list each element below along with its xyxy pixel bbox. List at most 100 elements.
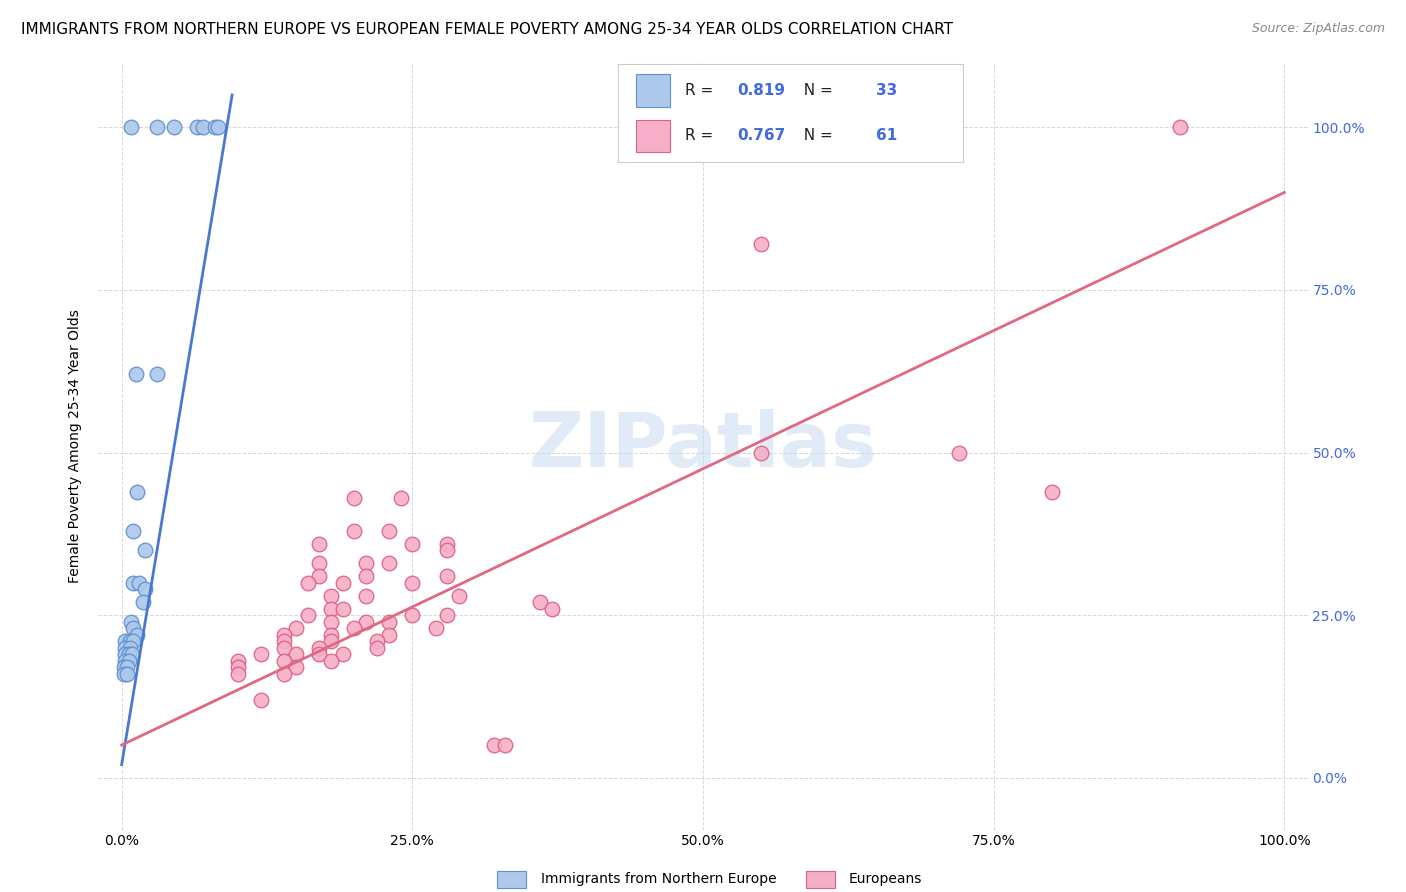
Point: [425, 621, 447, 635]
Point: [117, 660, 139, 674]
Point: [319, 589, 342, 603]
Point: [1040, 484, 1063, 499]
Point: [207, 120, 229, 135]
Point: [122, 621, 145, 635]
Text: R =: R =: [685, 128, 718, 144]
Point: [308, 640, 330, 655]
Point: [354, 569, 377, 583]
Text: N =: N =: [794, 128, 838, 144]
Point: [118, 640, 141, 655]
Point: [436, 569, 458, 583]
Point: [948, 445, 970, 459]
Point: [749, 445, 772, 459]
Point: [297, 575, 319, 590]
Point: [204, 120, 226, 135]
Point: [749, 237, 772, 252]
Point: [343, 621, 366, 635]
Point: [226, 654, 249, 668]
Point: [319, 634, 342, 648]
Point: [343, 524, 366, 538]
Text: Europeans: Europeans: [849, 872, 922, 887]
Point: [118, 654, 141, 668]
Point: [250, 647, 273, 661]
Point: [494, 738, 516, 752]
Point: [273, 640, 295, 655]
Point: [122, 634, 145, 648]
Point: [120, 120, 142, 135]
Point: [378, 524, 401, 538]
Point: [319, 601, 342, 615]
Point: [308, 536, 330, 550]
Point: [540, 601, 562, 615]
FancyBboxPatch shape: [619, 64, 963, 162]
Point: [112, 660, 135, 674]
Point: [354, 556, 377, 570]
Point: [308, 647, 330, 661]
FancyBboxPatch shape: [637, 74, 671, 106]
Point: [332, 575, 354, 590]
Text: 33: 33: [876, 83, 897, 98]
Point: [319, 627, 342, 641]
Point: [121, 647, 143, 661]
Text: IMMIGRANTS FROM NORTHERN EUROPE VS EUROPEAN FEMALE POVERTY AMONG 25-34 YEAR OLDS: IMMIGRANTS FROM NORTHERN EUROPE VS EUROP…: [21, 22, 953, 37]
Point: [1168, 120, 1191, 135]
Point: [378, 627, 401, 641]
Point: [529, 595, 551, 609]
Text: ZIPatlas: ZIPatlas: [529, 409, 877, 483]
Point: [436, 543, 458, 558]
Point: [120, 615, 142, 629]
Point: [118, 634, 141, 648]
Text: 0.767: 0.767: [737, 128, 785, 144]
Text: 61: 61: [876, 128, 897, 144]
Point: [273, 654, 295, 668]
Point: [122, 575, 145, 590]
Point: [114, 654, 136, 668]
Point: [319, 615, 342, 629]
FancyBboxPatch shape: [637, 120, 671, 152]
Text: R =: R =: [685, 83, 718, 98]
Point: [145, 368, 167, 382]
Point: [134, 582, 156, 596]
Point: [250, 692, 273, 706]
Point: [319, 654, 342, 668]
Point: [285, 621, 308, 635]
Point: [112, 666, 135, 681]
Point: [447, 589, 470, 603]
Point: [366, 640, 388, 655]
Point: [354, 615, 377, 629]
Point: [131, 595, 153, 609]
Point: [273, 666, 295, 681]
Point: [332, 647, 354, 661]
Point: [366, 634, 388, 648]
Point: [436, 607, 458, 622]
Point: [401, 607, 423, 622]
Y-axis label: Female Poverty Among 25-34 Year Olds: Female Poverty Among 25-34 Year Olds: [69, 309, 83, 583]
Point: [226, 666, 249, 681]
Point: [343, 491, 366, 505]
Point: [145, 120, 167, 135]
Point: [354, 589, 377, 603]
Point: [401, 536, 423, 550]
Point: [332, 601, 354, 615]
Point: [378, 615, 401, 629]
Text: N =: N =: [794, 83, 838, 98]
Point: [308, 569, 330, 583]
Point: [117, 666, 139, 681]
Point: [186, 120, 208, 135]
Point: [163, 120, 186, 135]
Point: [122, 524, 145, 538]
Point: [226, 660, 249, 674]
Text: Immigrants from Northern Europe: Immigrants from Northern Europe: [541, 872, 776, 887]
Point: [114, 647, 136, 661]
Text: 0.819: 0.819: [737, 83, 785, 98]
Point: [297, 607, 319, 622]
Point: [128, 575, 150, 590]
Point: [273, 634, 295, 648]
Point: [118, 647, 141, 661]
FancyBboxPatch shape: [498, 871, 526, 888]
Point: [114, 640, 136, 655]
Point: [273, 627, 295, 641]
Point: [308, 556, 330, 570]
Point: [401, 575, 423, 590]
Point: [134, 543, 156, 558]
